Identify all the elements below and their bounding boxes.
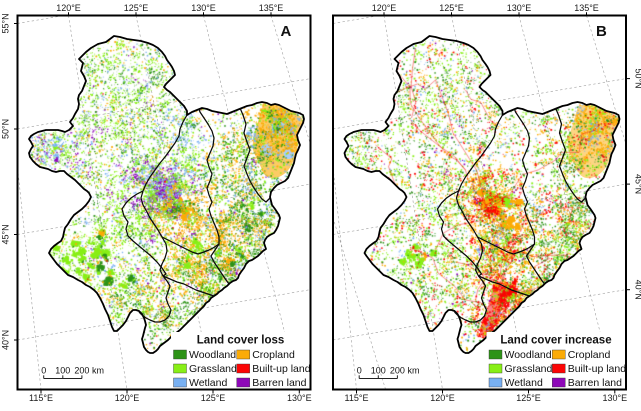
svg-text:115°E: 115°E [29, 393, 53, 403]
svg-text:130°E: 130°E [287, 393, 312, 403]
svg-text:B: B [596, 23, 607, 40]
svg-text:50°N: 50°N [1, 119, 11, 139]
svg-text:120°E: 120°E [56, 3, 81, 13]
svg-text:40°N: 40°N [634, 280, 641, 300]
svg-text:120°E: 120°E [430, 393, 455, 403]
svg-text:Built-up land: Built-up land [252, 363, 311, 375]
svg-text:135°E: 135°E [259, 3, 284, 13]
svg-text:130°E: 130°E [507, 3, 532, 13]
svg-text:55°N: 55°N [1, 13, 11, 33]
svg-text:125°E: 125°E [516, 393, 541, 403]
svg-text:40°N: 40°N [1, 330, 11, 350]
svg-text:45°N: 45°N [634, 174, 641, 194]
svg-text:Land cover loss: Land cover loss [197, 335, 285, 347]
svg-text:200: 200 [390, 366, 405, 376]
svg-text:100: 100 [371, 366, 386, 376]
svg-text:Grassland: Grassland [189, 363, 237, 375]
svg-text:km: km [408, 366, 420, 376]
svg-text:115°E: 115°E [345, 393, 369, 403]
svg-text:130°E: 130°E [602, 393, 627, 403]
svg-text:45°N: 45°N [1, 224, 11, 244]
svg-text:Grassland: Grassland [505, 363, 553, 375]
svg-text:Cropland: Cropland [568, 349, 611, 361]
svg-text:Land cover increase: Land cover increase [500, 335, 611, 347]
svg-text:A: A [281, 23, 292, 40]
svg-text:Wetland: Wetland [189, 377, 227, 389]
svg-text:100: 100 [55, 366, 70, 376]
svg-text:Woodland: Woodland [189, 349, 236, 361]
svg-text:Wetland: Wetland [505, 377, 543, 389]
svg-text:Barren land: Barren land [252, 377, 306, 389]
svg-text:120°E: 120°E [372, 3, 397, 13]
svg-text:km: km [92, 366, 104, 376]
svg-text:125°E: 125°E [201, 393, 226, 403]
svg-text:125°E: 125°E [439, 3, 464, 13]
svg-text:130°E: 130°E [191, 3, 216, 13]
svg-text:Woodland: Woodland [505, 349, 552, 361]
svg-text:125°E: 125°E [124, 3, 149, 13]
svg-text:Cropland: Cropland [252, 349, 295, 361]
svg-text:200: 200 [74, 366, 89, 376]
svg-text:0: 0 [357, 366, 362, 376]
svg-text:Built-up land: Built-up land [568, 363, 627, 375]
svg-text:0: 0 [41, 366, 46, 376]
svg-text:135°E: 135°E [574, 3, 599, 13]
svg-text:Barren land: Barren land [568, 377, 622, 389]
svg-text:50°N: 50°N [634, 69, 641, 89]
svg-text:120°E: 120°E [115, 393, 140, 403]
